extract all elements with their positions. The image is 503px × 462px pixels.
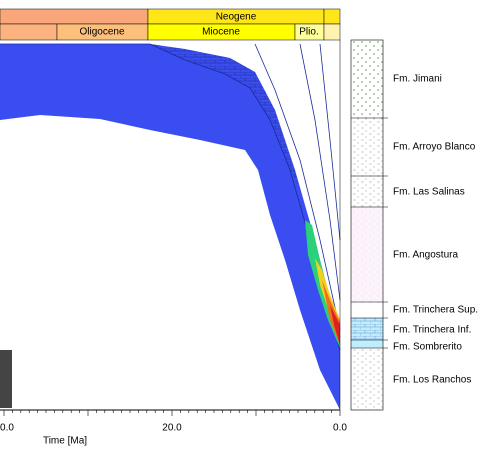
maturity-zone [330,305,340,345]
formation-label: Fm. Sombrerito [393,342,462,353]
formation-label: Fm. Jimani [393,74,442,85]
epoch-label: Oligocene [79,27,124,38]
formation-label: Fm. Los Ranchos [393,375,471,386]
formation-label: Fm. Trinchera Sup. [393,305,478,316]
legend-block [0,350,12,408]
lithology [351,348,383,410]
epoch-cell [0,23,58,41]
lithology [351,340,383,348]
period-cell [323,8,341,25]
x-tick-label: 0.0 [0,423,14,434]
burial-area [0,44,340,410]
column-frame [350,39,384,411]
period-label: Neogene [216,12,257,23]
epoch-label: Plio. [299,27,318,38]
lithology [351,318,383,340]
x-axis-title: Time [Ma] [43,436,87,447]
lithology [351,40,383,118]
formation-label: Fm. Angostura [393,250,458,261]
formation-label: Fm. Trinchera Inf. [393,325,471,336]
period-cell [0,8,149,25]
epoch-cell [323,23,341,41]
lithology [351,207,383,302]
x-tick-label: 0.0 [333,423,347,434]
epoch-label: Miocene [202,27,240,38]
horizon [254,43,341,331]
formation-label: Fm. Arroyo Blanco [393,142,476,153]
carbonate-layer [150,44,300,190]
x-tick-label: 20.0 [162,423,182,434]
formation-label: Fm. Las Salinas [393,187,465,198]
